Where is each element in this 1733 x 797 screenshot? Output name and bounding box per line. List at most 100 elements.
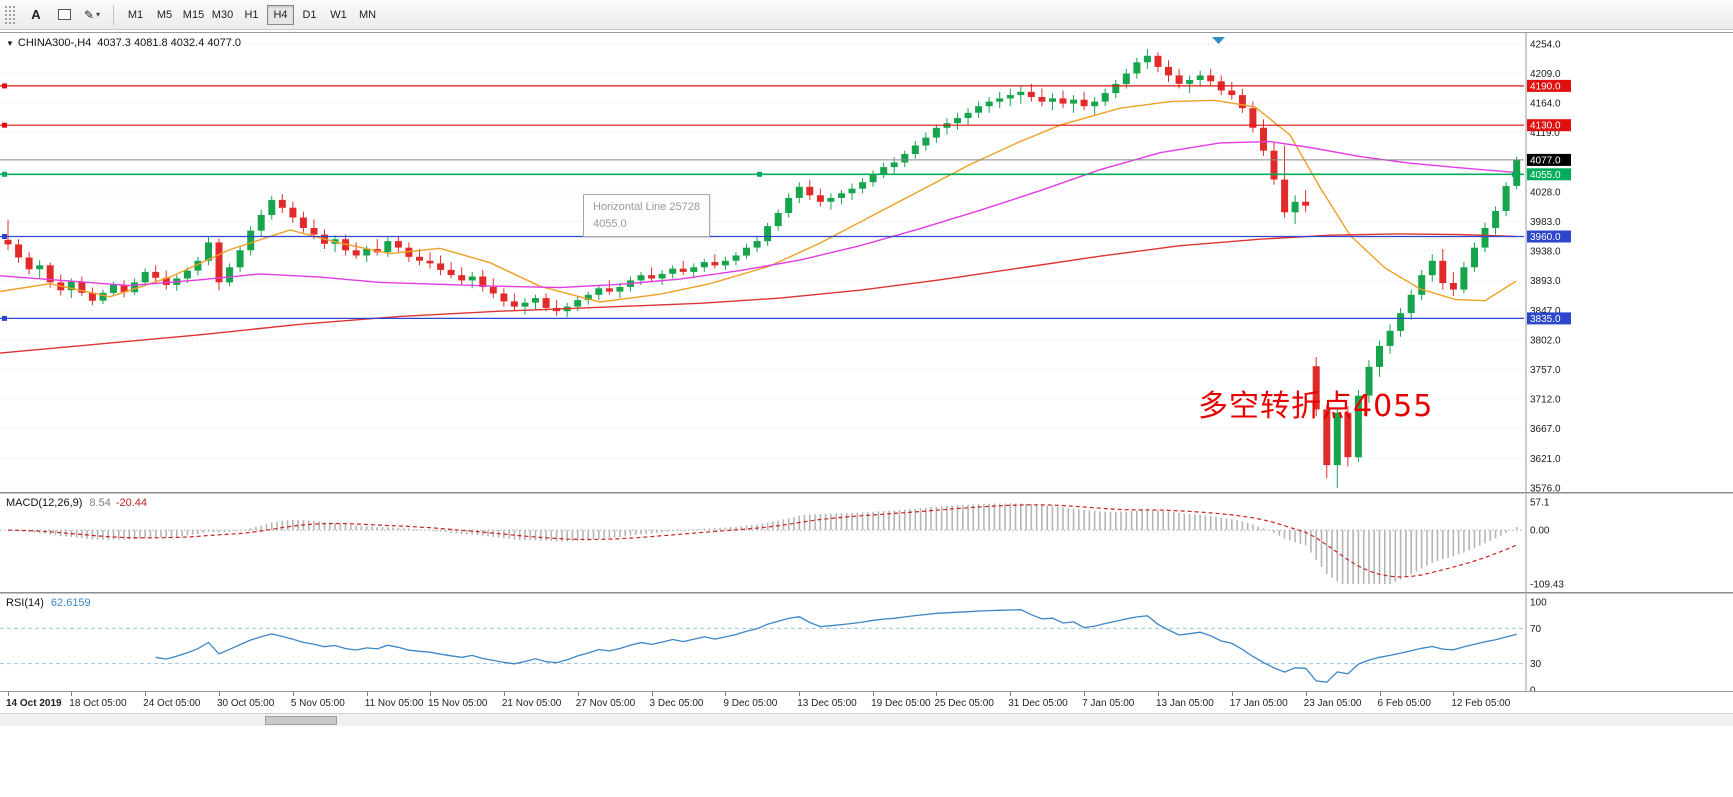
price-marker-3960.0: [1527, 230, 1571, 243]
main-toolbar: A ✎ ▾ M1 M5 M15 M30 H1 H4 D1 W1 MN: [0, 0, 1733, 30]
timeframe-h4-button[interactable]: H4: [267, 4, 294, 25]
candles-layer: [4, 49, 1521, 488]
chart-ohlc-values: 4037.3 4081.8 4032.4 4077.0: [97, 37, 242, 49]
svg-text:3757.0: 3757.0: [1530, 365, 1561, 376]
macd-label: MACD(12,26,9) 8.54 -20.44: [6, 497, 147, 509]
svg-text:3835.0: 3835.0: [1530, 314, 1561, 325]
frame-tool-icon: [57, 9, 71, 20]
macd-main-value: 8.54: [89, 497, 111, 509]
horizontal-scrollbar[interactable]: [0, 713, 1733, 726]
svg-text:4055.0: 4055.0: [1530, 170, 1561, 181]
price-marker-4130.0: [1527, 119, 1571, 132]
price-marker-3835.0: [1527, 312, 1571, 325]
time-label: 13 Dec 05:00: [797, 698, 857, 709]
svg-text:4209.0: 4209.0: [1530, 69, 1561, 80]
timeframe-m15-button[interactable]: M15: [180, 5, 207, 25]
shift-end-marker: [1212, 37, 1225, 44]
macd-name: MACD(12,26,9): [6, 497, 83, 509]
svg-text:4254.0: 4254.0: [1530, 40, 1561, 51]
time-label: 24 Oct 05:00: [143, 698, 201, 709]
horizontal-lines-layer: 4190.0 4130.0 4055.0 3960.0 3835.0: [0, 79, 1571, 325]
current-price-marker: [1527, 153, 1571, 166]
svg-text:3621.0: 3621.0: [1530, 454, 1561, 465]
time-label: 21 Nov 05:00: [501, 698, 562, 709]
svg-text:4130.0: 4130.0: [1530, 121, 1561, 132]
timeframe-toolbar: M1 M5 M15 M30 H1 H4 D1 W1 MN: [121, 4, 382, 25]
rsi-panel[interactable]: 100 70 30 0 RSI(14) 62.6159: [0, 594, 1733, 691]
svg-text:3802.0: 3802.0: [1530, 336, 1561, 347]
timeframe-h1-button[interactable]: H1: [238, 5, 265, 25]
svg-text:0.00: 0.00: [1530, 526, 1550, 537]
svg-text:4164.0: 4164.0: [1530, 98, 1561, 109]
ma-slow: [0, 233, 1517, 354]
time-tick: [1231, 692, 1233, 696]
time-tick: [8, 692, 9, 696]
rsi-line: [155, 609, 1517, 683]
svg-text:3667.0: 3667.0: [1530, 424, 1561, 435]
svg-text:57.1: 57.1: [1530, 498, 1550, 509]
time-tick: [71, 692, 73, 696]
tooltip-object-value: 4055.0: [593, 217, 627, 230]
time-label: 27 Nov 05:00: [575, 698, 636, 709]
text-annotation[interactable]: 多空转折点4055: [1198, 389, 1434, 424]
svg-text:70: 70: [1530, 624, 1542, 635]
time-label: 19 Dec 05:00: [871, 698, 931, 709]
time-label: 9 Dec 05:00: [723, 698, 778, 709]
pencil-icon: ✎: [83, 7, 95, 22]
time-tick: [145, 692, 147, 696]
chart-title: ▼ CHINA300-,H4 4037.3 4081.8 4032.4 4077.0: [6, 37, 241, 49]
ma-mid: [0, 140, 1517, 289]
chevron-down-icon: ▾: [96, 10, 101, 19]
svg-text:4119.0: 4119.0: [1530, 128, 1560, 139]
timeframe-mn-button[interactable]: MN: [354, 5, 381, 25]
tooltip-object-name: Horizontal Line 25728: [593, 201, 701, 213]
price-chart-canvas[interactable]: 4254.0 4209.0 4164.0 4119.0 4028.0 3983.0 3938…: [0, 33, 1733, 492]
panel-separator[interactable]: [0, 492, 1733, 494]
macd-panel[interactable]: 57.1 0.00 -109.43 MACD(12,26,9) 8.54 -20.44: [0, 494, 1733, 592]
svg-text:30: 30: [1530, 659, 1542, 670]
price-chart-panel[interactable]: 4254.0 4209.0 4164.0 4119.0 4028.0 3983.0 3938…: [0, 32, 1733, 492]
time-label: 15 Nov 05:00: [428, 698, 488, 709]
time-tick: [1379, 692, 1381, 696]
timeframe-d1-button[interactable]: D1: [296, 5, 323, 25]
time-label: 12 Feb 05:00: [1451, 698, 1511, 709]
draw-tools-button[interactable]: ✎ ▾: [79, 4, 105, 26]
panel-separator[interactable]: [0, 592, 1733, 594]
time-tick: [503, 692, 505, 696]
svg-text:4028.0: 4028.0: [1530, 188, 1561, 199]
time-label: 31 Dec 05:00: [1008, 698, 1068, 709]
rsi-label: RSI(14) 62.6159: [6, 597, 91, 609]
price-grid: 4254.0 4209.0 4164.0 4119.0 4028.0 3983.0 3938…: [0, 40, 1561, 492]
svg-text:3960.0: 3960.0: [1530, 232, 1561, 243]
time-tick: [873, 692, 875, 696]
text-label-tool-glyph: A: [31, 7, 41, 22]
text-label-tool-button[interactable]: A: [23, 4, 49, 26]
svg-text:-109.43: -109.43: [1530, 580, 1564, 591]
timeframe-m30-button[interactable]: M30: [209, 5, 236, 25]
moving-averages-layer: [0, 99, 1517, 354]
toolbar-separator: [113, 4, 114, 25]
svg-text:3893.0: 3893.0: [1530, 276, 1561, 287]
time-tick: [577, 692, 579, 696]
timeframe-m5-button[interactable]: M5: [151, 5, 178, 25]
macd-canvas[interactable]: 57.1 0.00 -109.43: [0, 494, 1733, 592]
time-label: 6 Feb 05:00: [1377, 698, 1431, 709]
scrollbar-thumb[interactable]: [265, 716, 337, 725]
chart-collapse-icon[interactable]: ▼: [6, 39, 14, 48]
macd-histogram: [12, 503, 1518, 584]
price-marker-4190.0: [1527, 79, 1571, 92]
timeframe-m1-button[interactable]: M1: [122, 5, 149, 25]
time-label: 25 Dec 05:00: [934, 698, 994, 709]
time-tick: [1010, 692, 1012, 696]
svg-text:3983.0: 3983.0: [1530, 217, 1561, 228]
frame-tool-button[interactable]: [51, 4, 77, 26]
svg-text:100: 100: [1530, 598, 1547, 609]
rsi-canvas[interactable]: 100 70 30 0: [0, 594, 1733, 691]
price-marker-4055.0: [1527, 168, 1571, 181]
timeframe-w1-button[interactable]: W1: [325, 5, 352, 25]
chart-symbol-label: CHINA300-,H4: [17, 37, 92, 49]
toolbar-grip-icon[interactable]: [4, 4, 16, 25]
time-tick: [936, 692, 938, 696]
time-label: 13 Jan 05:00: [1155, 698, 1214, 709]
